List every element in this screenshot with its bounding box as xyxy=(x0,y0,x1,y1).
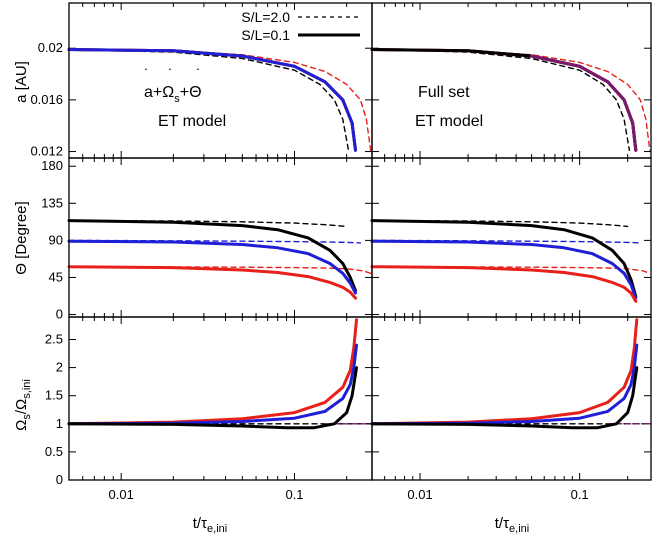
y-axis-label-theta: Θ [Degree] xyxy=(13,201,30,274)
y-tick-label: 0 xyxy=(56,307,63,322)
series-line-red-solid xyxy=(370,318,639,426)
panel-frame xyxy=(68,2,373,159)
legend-label-solid: S/L=0.1 xyxy=(241,27,290,43)
series-line-blue-solid xyxy=(67,48,357,152)
x-tick-label: 0.1 xyxy=(571,487,589,502)
annotation-right-model: ET model xyxy=(415,113,483,130)
series-line-blue-solid xyxy=(370,48,638,152)
x-tick-label: 0.01 xyxy=(407,487,432,502)
series-line-red-dashed xyxy=(68,48,372,152)
y-tick-label: 90 xyxy=(49,232,63,247)
series-line-purple-solid xyxy=(530,54,638,152)
dot-omega-icon: ˙ xyxy=(168,67,173,84)
x-axis-label-left: t/τe,ini xyxy=(193,515,227,534)
y-axis-label-a: a [AU] xyxy=(13,61,30,103)
annotation-right: Full set ET model xyxy=(415,84,483,130)
series-line-red-solid xyxy=(67,48,357,152)
series-line-black-solid xyxy=(370,219,638,298)
dot-a-icon: ˙ xyxy=(144,67,149,84)
series-line-black-dashed xyxy=(371,48,631,152)
x-tick-label: 0.1 xyxy=(285,487,303,502)
y-tick-label: 180 xyxy=(41,158,63,173)
panel-frame xyxy=(68,316,373,481)
x-tick-label: 0.01 xyxy=(109,487,134,502)
y-tick-label: 2.5 xyxy=(45,331,63,346)
series-line-black-solid xyxy=(370,48,638,152)
panel-frame xyxy=(68,157,373,318)
series-line-blue-solid xyxy=(370,343,639,426)
y-tick-label: 135 xyxy=(41,195,63,210)
series-line-black-solid xyxy=(67,48,357,152)
x-axis-label-right: t/τe,ini xyxy=(495,515,529,534)
y-tick-label: 0 xyxy=(56,472,63,487)
series-line-red-dashed xyxy=(371,266,651,274)
series-line-black-dashed xyxy=(371,219,629,228)
dot-theta-icon: ˙ xyxy=(196,67,201,84)
series-line-blue-dashed xyxy=(371,239,641,244)
panel-frame xyxy=(371,157,652,318)
y-tick-label: 45 xyxy=(49,269,63,284)
annotation-left: a+Ωs+Θ ˙ ˙ ˙ ET model xyxy=(144,67,226,130)
annotation-right-set: Full set xyxy=(418,84,470,101)
series-line-red-dashed xyxy=(371,48,651,152)
series-line-red-dashed xyxy=(68,266,372,274)
y-tick-label: 1.5 xyxy=(45,388,63,403)
legend-label-dashed: S/L=2.0 xyxy=(241,9,290,25)
series-line-blue-solid xyxy=(370,239,638,300)
series-line-blue-solid xyxy=(67,239,357,295)
legend: S/L=2.0 S/L=0.1 xyxy=(241,9,360,43)
panel-frame xyxy=(371,316,652,481)
panel-frame xyxy=(371,2,652,159)
y-tick-label: 1 xyxy=(56,416,63,431)
annotation-left-formula: a+Ωs+Θ xyxy=(144,84,202,105)
series-line-red-solid xyxy=(370,48,638,152)
plot-area: 0.012 0.016 0.02 0 45 90 135 180 0 0.5 1 1.5 2 2.5 0.0… xyxy=(30,2,652,502)
y-axis-label-omega: Ωs/Ωs,ini xyxy=(13,379,33,431)
series-line-red-solid xyxy=(67,265,357,300)
y-tick-label: 0.016 xyxy=(30,92,63,107)
series-line-black-solid xyxy=(67,366,358,430)
series-line-black-solid xyxy=(67,219,357,293)
series-line-black-dashed xyxy=(68,219,348,228)
y-tick-label: 0.5 xyxy=(45,444,63,459)
y-tick-label: 0.012 xyxy=(30,144,63,159)
y-tick-label: 0.02 xyxy=(38,40,63,55)
series-line-blue-solid xyxy=(67,343,358,426)
series-line-black-dashed xyxy=(68,48,350,152)
annotation-left-model: ET model xyxy=(158,113,226,130)
series-line-red-solid xyxy=(67,318,358,426)
series-line-red-solid xyxy=(370,265,638,303)
y-tick-label: 2 xyxy=(56,360,63,375)
series-line-black-solid xyxy=(370,366,639,430)
series-line-purple-dashed xyxy=(68,48,357,152)
